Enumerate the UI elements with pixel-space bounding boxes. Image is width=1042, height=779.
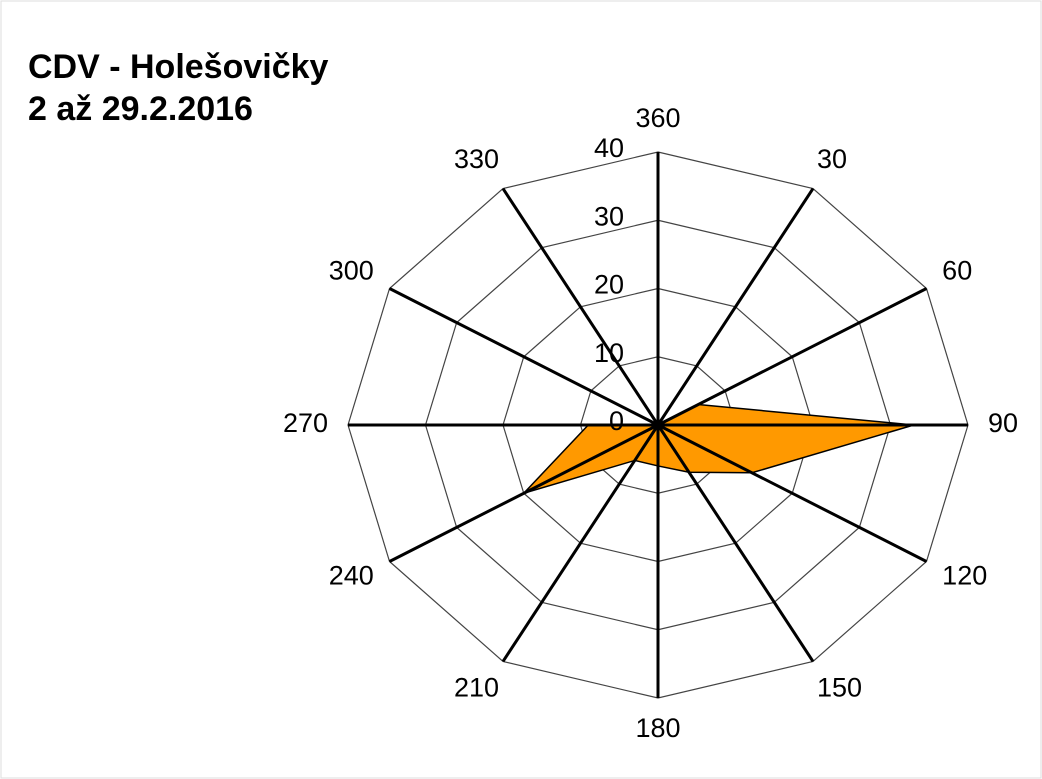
r-tick-label: 30 [594,201,624,231]
category-label: 330 [454,144,499,174]
category-label: 120 [942,561,987,591]
category-label: 30 [817,144,847,174]
spoke [657,287,928,427]
r-tick-label: 20 [594,270,624,300]
spoke [501,424,660,663]
category-label: 180 [635,713,680,743]
chart-title: CDV - Holešovičky [28,48,329,86]
category-label: 270 [283,408,328,438]
category-label: 150 [817,672,862,702]
labels: 360 30 60 90 120 150 180 210 240 270 300 330 0 10 20 30… [283,103,1018,743]
plot [348,152,968,698]
r-tick-label: 10 [594,338,624,368]
chart-subtitle: 2 až 29.2.2016 [28,90,253,128]
r-tick-label: 0 [609,406,624,436]
category-label: 240 [329,561,374,591]
category-label: 90 [988,408,1018,438]
r-tick-label: 40 [594,133,624,163]
category-label: 360 [635,103,680,133]
spoke [388,287,659,427]
category-label: 210 [454,672,499,702]
radar-area [521,403,914,495]
spoke [656,187,815,426]
category-label: 60 [942,256,972,286]
spoke [501,187,660,426]
spoke [657,423,928,563]
spoke [656,424,815,663]
category-label: 300 [329,256,374,286]
spoke [388,423,659,563]
